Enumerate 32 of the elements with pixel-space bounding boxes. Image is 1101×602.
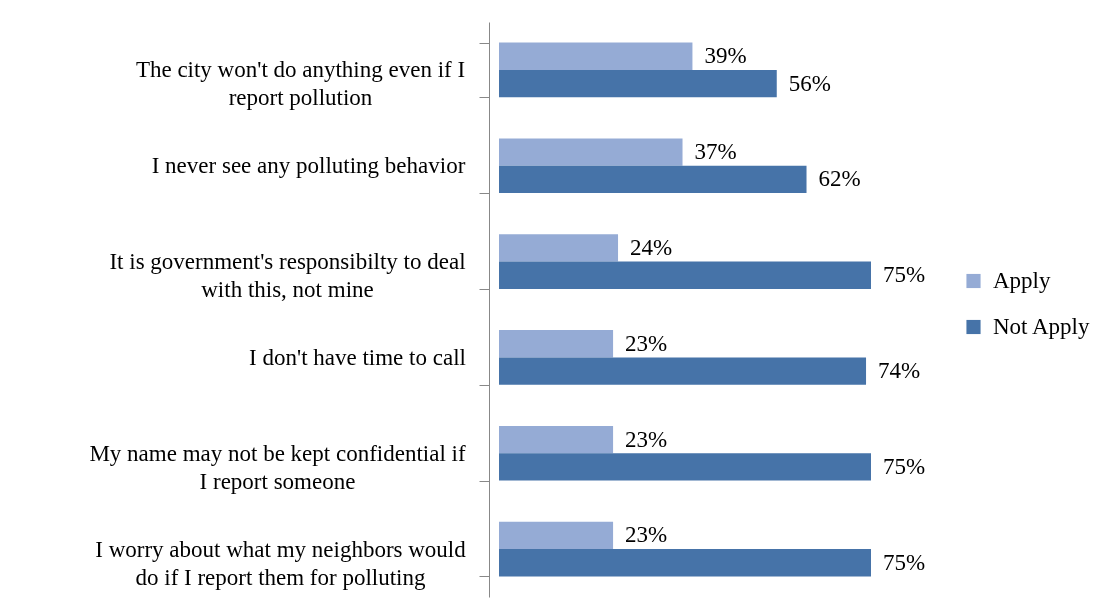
bar xyxy=(499,261,871,289)
bar xyxy=(499,330,614,358)
bar xyxy=(499,42,693,70)
y-tick-label: I worry about what my neighbors would do if I report them for polluting xyxy=(95,536,467,590)
y-tick-label: I don't have time to call xyxy=(249,344,466,370)
data-label: 39% xyxy=(704,43,747,69)
bar xyxy=(499,453,871,481)
y-tick-label: I never see any polluting behavior xyxy=(151,153,466,179)
y-tick-label: The city won't do anything even if I report pollution xyxy=(135,57,466,111)
data-label: 75% xyxy=(883,262,926,288)
data-label: 23% xyxy=(625,330,668,356)
bar xyxy=(499,138,683,166)
y-tick-label: My name may not be kept confidential if I report someone xyxy=(89,440,466,494)
bar xyxy=(499,69,777,98)
bar xyxy=(499,425,614,454)
data-label: 23% xyxy=(625,426,668,452)
bar xyxy=(499,521,614,550)
data-label: 56% xyxy=(788,70,831,96)
bar xyxy=(499,549,871,577)
data-label: 62% xyxy=(818,166,861,192)
y-tick-label: It is government's responsibilty to deal with this, not mine xyxy=(109,249,466,303)
legend-label: Not Apply xyxy=(993,314,1090,339)
data-label: 23% xyxy=(625,522,668,548)
bar xyxy=(499,234,619,262)
bar xyxy=(499,165,807,194)
data-label: 24% xyxy=(630,234,673,260)
bar xyxy=(499,357,867,385)
data-label: 75% xyxy=(883,549,926,575)
data-label: 37% xyxy=(694,139,737,165)
data-label: 74% xyxy=(878,358,921,384)
data-label: 75% xyxy=(883,453,926,479)
legend-label: Apply xyxy=(993,268,1051,293)
